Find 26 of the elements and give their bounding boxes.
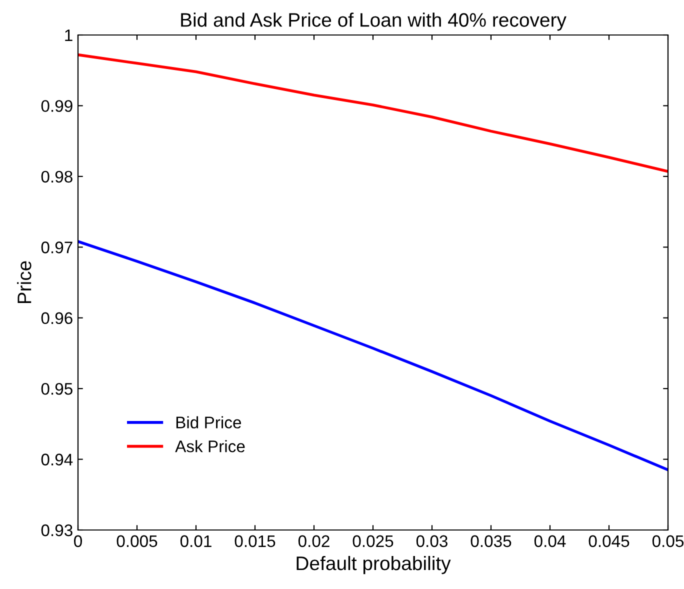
x-tick-label: 0.03 <box>416 535 448 548</box>
line-series <box>78 53 668 173</box>
x-tick-label: 0.01 <box>180 535 212 548</box>
x-tick-label: 0.02 <box>298 535 330 548</box>
y-tick-label: 1 <box>65 30 72 42</box>
y-tick-label: 0.98 <box>41 170 72 183</box>
x-axis-title: Default probability <box>296 556 451 574</box>
line-series <box>78 240 668 472</box>
y-tick-label: 0.94 <box>41 454 73 466</box>
y-tick-label: 0.95 <box>41 382 72 395</box>
x-tick-label: 0.045 <box>588 535 630 548</box>
x-tick-label: 0.005 <box>116 535 158 548</box>
y-tick-label: 0.96 <box>41 312 72 324</box>
y-tick-label: 0.97 <box>41 242 72 254</box>
x-tick-label: 0.04 <box>534 535 566 548</box>
x-tick-label: 0.025 <box>352 535 394 548</box>
legend-label: Ask Price <box>175 440 245 452</box>
y-axis-title: Price <box>17 261 32 304</box>
chart-title: Bid and Ask Price of Loan with 40% recovery <box>181 12 566 31</box>
y-tick-label: 0.93 <box>41 524 72 536</box>
x-tick-label: 0.05 <box>652 535 684 548</box>
legend-label: Bid Price <box>176 416 242 428</box>
x-tick-label: 0.035 <box>470 535 512 548</box>
x-tick-label: 0 <box>74 535 82 548</box>
y-tick-label: 0.99 <box>41 100 72 112</box>
x-tick-label: 0.015 <box>234 535 276 548</box>
